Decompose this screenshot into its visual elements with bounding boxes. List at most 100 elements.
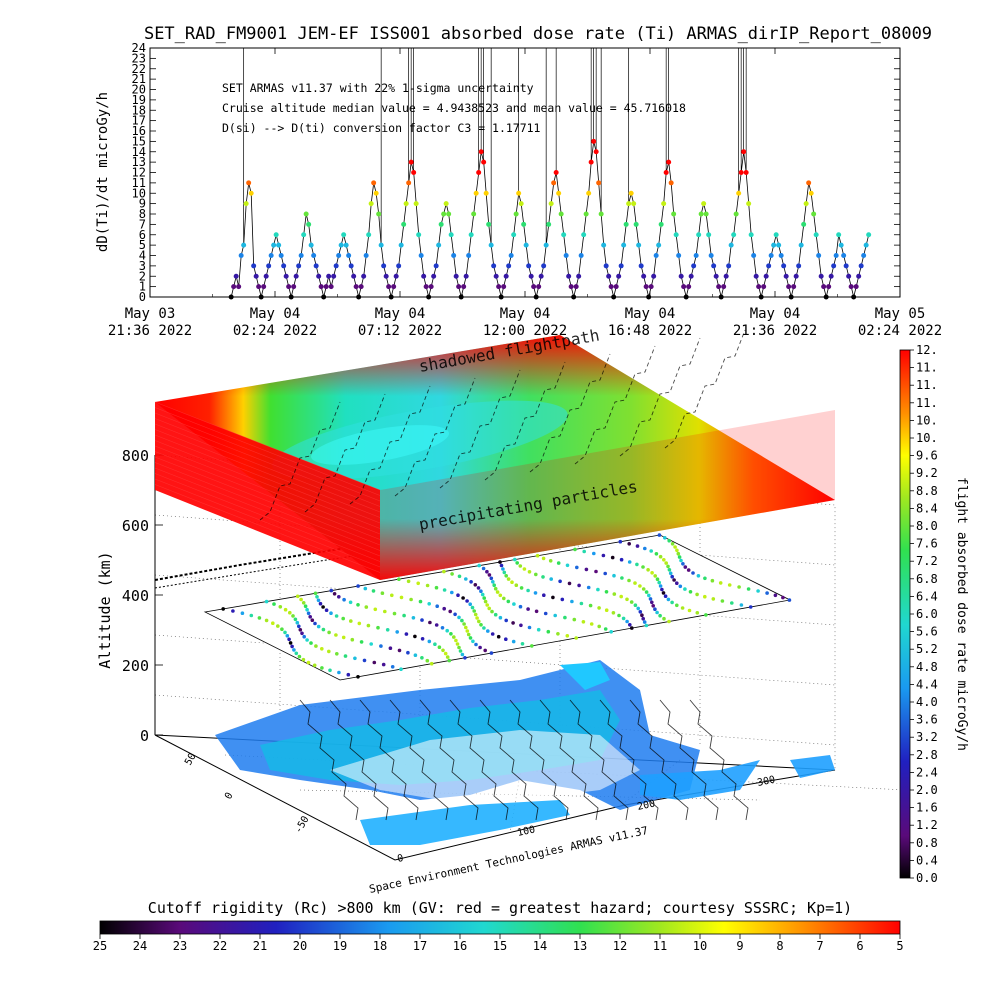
track-point xyxy=(285,634,290,638)
data-point: 2022-05-04T10:07 10 xyxy=(473,190,479,196)
data-point: 2022-05-04T19:08 4 xyxy=(708,253,714,258)
data-point: 2022-05-04T10:47 3 xyxy=(491,263,497,269)
data-point: 2022-05-04T13:17 10 xyxy=(556,190,562,196)
z-tick-label: 400 xyxy=(122,587,149,605)
track-point xyxy=(499,563,504,568)
track-point xyxy=(515,561,519,565)
x-tick-label-time: 02:24 2022 xyxy=(233,323,317,339)
data-point: 2022-05-05T01:00 4 xyxy=(861,253,867,258)
track-point xyxy=(618,539,623,544)
track-point xyxy=(341,616,346,621)
track-point xyxy=(596,587,600,592)
data-point: 2022-05-04T15:12 2 xyxy=(606,273,612,279)
z-tick-label: 0 xyxy=(140,727,149,745)
data-point: 2022-05-04T01:17 9 xyxy=(243,201,249,207)
right-colorbar-tick-label: 4.0 xyxy=(916,695,938,709)
track-point xyxy=(657,580,661,585)
track-point xyxy=(653,574,657,578)
bottom-colorbar-tick-label: 9 xyxy=(736,939,743,953)
data-point: 2022-05-04T20:18 12 xyxy=(738,170,744,175)
data-point: 2022-05-04T04:50 4 xyxy=(336,253,342,258)
data-point: 2022-05-04T23:22 2 xyxy=(818,273,824,279)
track-point xyxy=(402,613,406,618)
data-point: 2022-05-04T09:27 1 xyxy=(456,284,462,290)
x-tick-label-date: May 04 xyxy=(750,306,801,322)
track-point xyxy=(646,568,650,572)
data-point: 2022-05-04T09:09 6 xyxy=(448,232,454,238)
track-point xyxy=(321,627,326,632)
track-point xyxy=(280,627,284,631)
track-point xyxy=(570,599,574,604)
data-point: 2022-05-04T07:49 9 xyxy=(413,201,419,207)
track-point xyxy=(633,581,637,585)
track-point xyxy=(513,557,517,562)
track-point xyxy=(457,574,462,579)
track-point xyxy=(425,583,430,588)
track-point xyxy=(272,602,276,606)
data-point: 2022-05-04T04:04 2 xyxy=(316,273,322,279)
x-tick-label-time: 21:36 2022 xyxy=(108,323,192,339)
lon-tick-label: 300 xyxy=(756,774,776,789)
track-point xyxy=(673,545,677,549)
track-point xyxy=(337,595,341,599)
y-axis-label: dD(Ti)/dt microGy/h xyxy=(95,92,111,252)
track-point xyxy=(313,621,317,626)
right-colorbar-tick-label: 6.8 xyxy=(916,572,938,586)
track-point xyxy=(676,551,681,556)
y-tick-label: 23 xyxy=(132,51,146,65)
track-point xyxy=(305,638,309,642)
track-point xyxy=(635,562,639,567)
track-point xyxy=(324,608,329,612)
track-point xyxy=(541,575,545,579)
data-point: 2022-05-05T00:14 4 xyxy=(841,253,847,258)
track-point xyxy=(395,630,400,634)
data-point: 2022-05-04T22:53 11 xyxy=(806,180,812,186)
right-colorbar-tick-label: 11. xyxy=(916,378,938,392)
slab-stripe xyxy=(154,418,381,507)
track-point xyxy=(491,580,495,584)
track-point xyxy=(320,647,324,651)
data-point: 2022-05-04T19:20 2 xyxy=(713,273,719,279)
right-colorbar-tick-label: 9.6 xyxy=(916,449,938,463)
right-colorbar-tick-label: 2.4 xyxy=(916,765,938,779)
data-point: 2022-05-04T15:30 1 xyxy=(613,284,619,290)
track-point xyxy=(292,648,296,652)
data-point: 2022-05-04T03:12 2 xyxy=(293,273,299,279)
track-point xyxy=(748,605,753,609)
track-point xyxy=(565,634,570,638)
data-point: 2022-05-04T12:25 0 xyxy=(533,294,539,300)
data-point: 2022-05-04T02:09 3 xyxy=(266,263,272,269)
data-point: 2022-05-04T08:41 5 xyxy=(436,242,442,248)
track-point xyxy=(635,544,640,548)
track-point xyxy=(337,670,341,675)
data-point: 2022-05-04T04:33 1 xyxy=(328,284,334,290)
data-point: 2022-05-04T03:35 8 xyxy=(303,211,309,217)
data-point: 2022-05-04T06:57 1 xyxy=(391,284,397,290)
y-tick-label: 4 xyxy=(139,249,146,263)
track-point xyxy=(560,597,565,602)
data-point: 2022-05-04T08:12 1 xyxy=(423,284,429,290)
data-point: 2022-05-04T10:13 12 xyxy=(476,170,482,175)
track-point xyxy=(290,644,294,649)
data-point: 2022-05-04T04:16 0 xyxy=(321,294,327,300)
data-point: 2022-05-04T07:08 3 xyxy=(396,263,402,269)
right-colorbar-tick-label: 3.2 xyxy=(916,730,938,744)
data-point: 2022-05-04T12:14 2 xyxy=(528,273,534,279)
track-point xyxy=(487,573,492,577)
slab-stripe xyxy=(154,478,381,568)
bottom-colorbar-tick-label: 25 xyxy=(93,939,107,953)
track-point xyxy=(457,615,461,620)
track-point xyxy=(334,633,338,637)
data-point: 2022-05-04T13:52 0 xyxy=(571,294,577,300)
track-point xyxy=(655,577,660,581)
track-point xyxy=(641,565,645,569)
data-point: 2022-05-04T19:37 1 xyxy=(721,284,727,290)
right-colorbar-tick-label: 0.4 xyxy=(916,853,938,867)
track-point xyxy=(704,613,708,617)
bottom-colorbar-tick-label: 8 xyxy=(776,939,783,953)
y-tick-label: 21 xyxy=(132,72,146,86)
y-tick-label: 5 xyxy=(139,238,146,252)
right-colorbar-tick-label: 4.8 xyxy=(916,660,938,674)
track-point xyxy=(383,609,387,614)
data-point: 2022-05-04T06:11 11 xyxy=(371,180,377,186)
